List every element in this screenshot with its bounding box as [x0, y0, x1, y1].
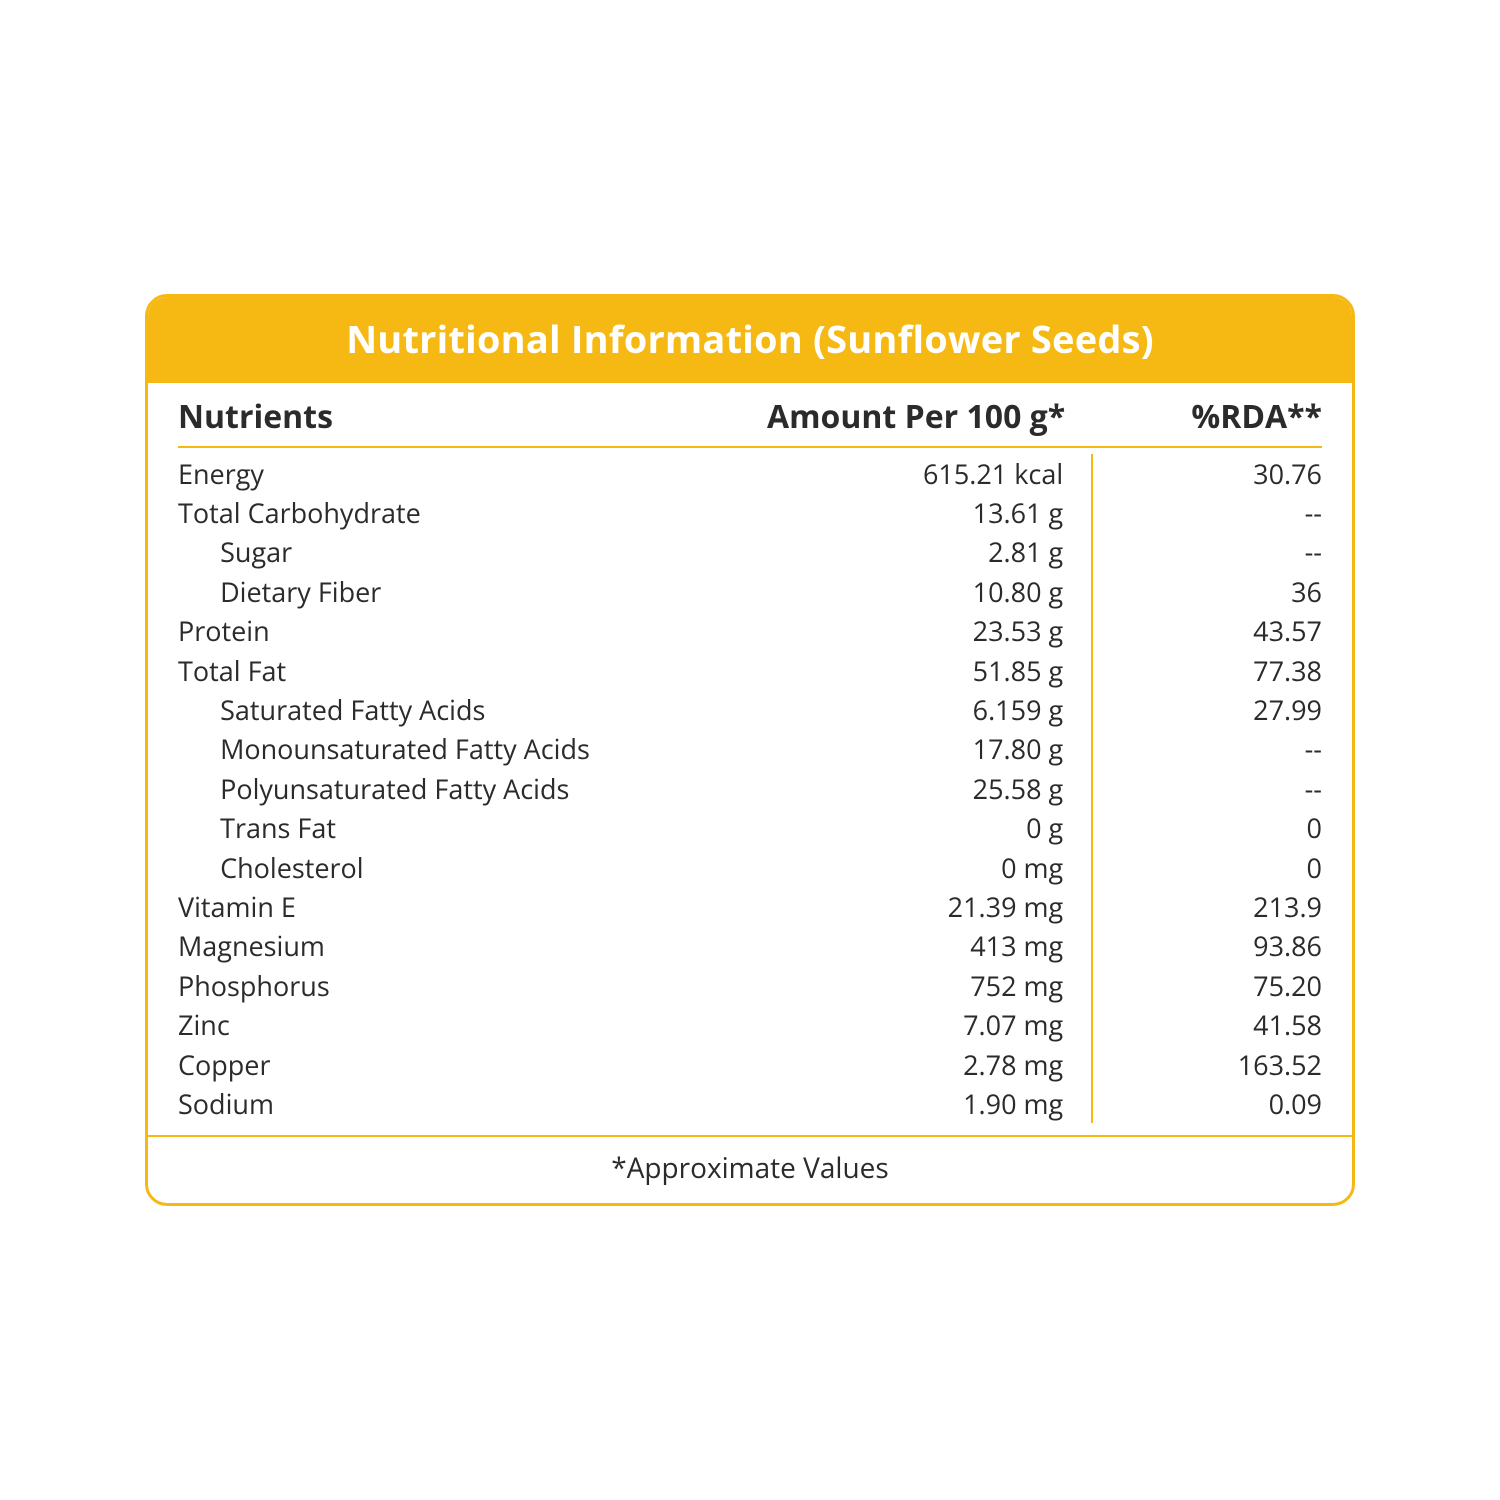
- nutrient-label: Sugar: [178, 532, 681, 571]
- nutrient-label: Energy: [178, 454, 681, 493]
- nutrient-amount: 6.159 g: [681, 690, 1093, 729]
- nutrient-rda: --: [1093, 493, 1322, 532]
- table-body: Energy615.21 kcal30.76Total Carbohydrate…: [148, 448, 1352, 1136]
- nutrient-rda: 77.38: [1093, 651, 1322, 690]
- nutrient-amount: 2.78 mg: [681, 1045, 1093, 1084]
- nutrient-rda: 30.76: [1093, 454, 1322, 493]
- nutrient-rda: 163.52: [1093, 1045, 1322, 1084]
- nutrient-label: Total Carbohydrate: [178, 493, 681, 532]
- nutrient-label: Saturated Fatty Acids: [178, 690, 681, 729]
- table-row: Copper2.78 mg163.52: [148, 1045, 1352, 1084]
- nutrient-rda: 75.20: [1093, 966, 1322, 1005]
- nutrient-label: Copper: [178, 1045, 681, 1084]
- nutrient-amount: 10.80 g: [681, 572, 1093, 611]
- table-row: Protein23.53 g43.57: [148, 611, 1352, 650]
- table-header-row: Nutrients Amount Per 100 g* %RDA**: [148, 383, 1352, 446]
- nutrient-amount: 17.80 g: [681, 729, 1093, 768]
- nutrient-amount: 0 mg: [681, 848, 1093, 887]
- nutrition-card: Nutritional Information (Sunflower Seeds…: [145, 294, 1355, 1207]
- nutrient-label: Monounsaturated Fatty Acids: [178, 729, 681, 768]
- nutrient-label: Magnesium: [178, 926, 681, 965]
- nutrient-rda: 0: [1093, 808, 1322, 847]
- nutrient-rda: 0.09: [1093, 1084, 1322, 1123]
- nutrient-label: Polyunsaturated Fatty Acids: [178, 769, 681, 808]
- nutrient-label: Cholesterol: [178, 848, 681, 887]
- table-row: Sodium1.90 mg0.09: [148, 1084, 1352, 1123]
- col-header-nutrients: Nutrients: [178, 395, 681, 438]
- nutrient-rda: --: [1093, 532, 1322, 571]
- nutrient-rda: --: [1093, 769, 1322, 808]
- table-row: Total Carbohydrate13.61 g--: [148, 493, 1352, 532]
- nutrient-amount: 615.21 kcal: [681, 454, 1093, 493]
- nutrient-rda: 36: [1093, 572, 1322, 611]
- table-row: Polyunsaturated Fatty Acids25.58 g--: [148, 769, 1352, 808]
- table-row: Saturated Fatty Acids6.159 g27.99: [148, 690, 1352, 729]
- nutrient-rda: 27.99: [1093, 690, 1322, 729]
- nutrient-label: Protein: [178, 611, 681, 650]
- nutrient-amount: 23.53 g: [681, 611, 1093, 650]
- nutrient-rda: 43.57: [1093, 611, 1322, 650]
- footnote: *Approximate Values: [148, 1137, 1352, 1203]
- table-row: Cholesterol0 mg0: [148, 848, 1352, 887]
- col-header-rda: %RDA**: [1093, 395, 1322, 438]
- nutrient-amount: 1.90 mg: [681, 1084, 1093, 1123]
- table-row: Total Fat51.85 g77.38: [148, 651, 1352, 690]
- table-row: Trans Fat0 g0: [148, 808, 1352, 847]
- table-row: Phosphorus752 mg75.20: [148, 966, 1352, 1005]
- nutrient-amount: 13.61 g: [681, 493, 1093, 532]
- table-row: Dietary Fiber10.80 g36: [148, 572, 1352, 611]
- table-row: Energy615.21 kcal30.76: [148, 454, 1352, 493]
- table-row: Magnesium413 mg93.86: [148, 926, 1352, 965]
- nutrient-amount: 7.07 mg: [681, 1005, 1093, 1044]
- table-row: Sugar2.81 g--: [148, 532, 1352, 571]
- nutrient-rda: 93.86: [1093, 926, 1322, 965]
- nutrient-label: Trans Fat: [178, 808, 681, 847]
- nutrient-label: Phosphorus: [178, 966, 681, 1005]
- card-title: Nutritional Information (Sunflower Seeds…: [148, 297, 1352, 383]
- nutrient-label: Sodium: [178, 1084, 681, 1123]
- nutrient-label: Vitamin E: [178, 887, 681, 926]
- table-row: Vitamin E21.39 mg213.9: [148, 887, 1352, 926]
- nutrient-label: Total Fat: [178, 651, 681, 690]
- nutrient-rda: 41.58: [1093, 1005, 1322, 1044]
- nutrient-amount: 413 mg: [681, 926, 1093, 965]
- nutrient-amount: 25.58 g: [681, 769, 1093, 808]
- nutrient-amount: 21.39 mg: [681, 887, 1093, 926]
- nutrient-amount: 752 mg: [681, 966, 1093, 1005]
- nutrient-amount: 0 g: [681, 808, 1093, 847]
- nutrient-rda: --: [1093, 729, 1322, 768]
- nutrient-label: Dietary Fiber: [178, 572, 681, 611]
- table-row: Monounsaturated Fatty Acids17.80 g--: [148, 729, 1352, 768]
- nutrient-amount: 2.81 g: [681, 532, 1093, 571]
- nutrient-amount: 51.85 g: [681, 651, 1093, 690]
- nutrient-rda: 0: [1093, 848, 1322, 887]
- col-header-amount: Amount Per 100 g*: [681, 395, 1093, 438]
- nutrient-rda: 213.9: [1093, 887, 1322, 926]
- nutrient-label: Zinc: [178, 1005, 681, 1044]
- table-row: Zinc7.07 mg41.58: [148, 1005, 1352, 1044]
